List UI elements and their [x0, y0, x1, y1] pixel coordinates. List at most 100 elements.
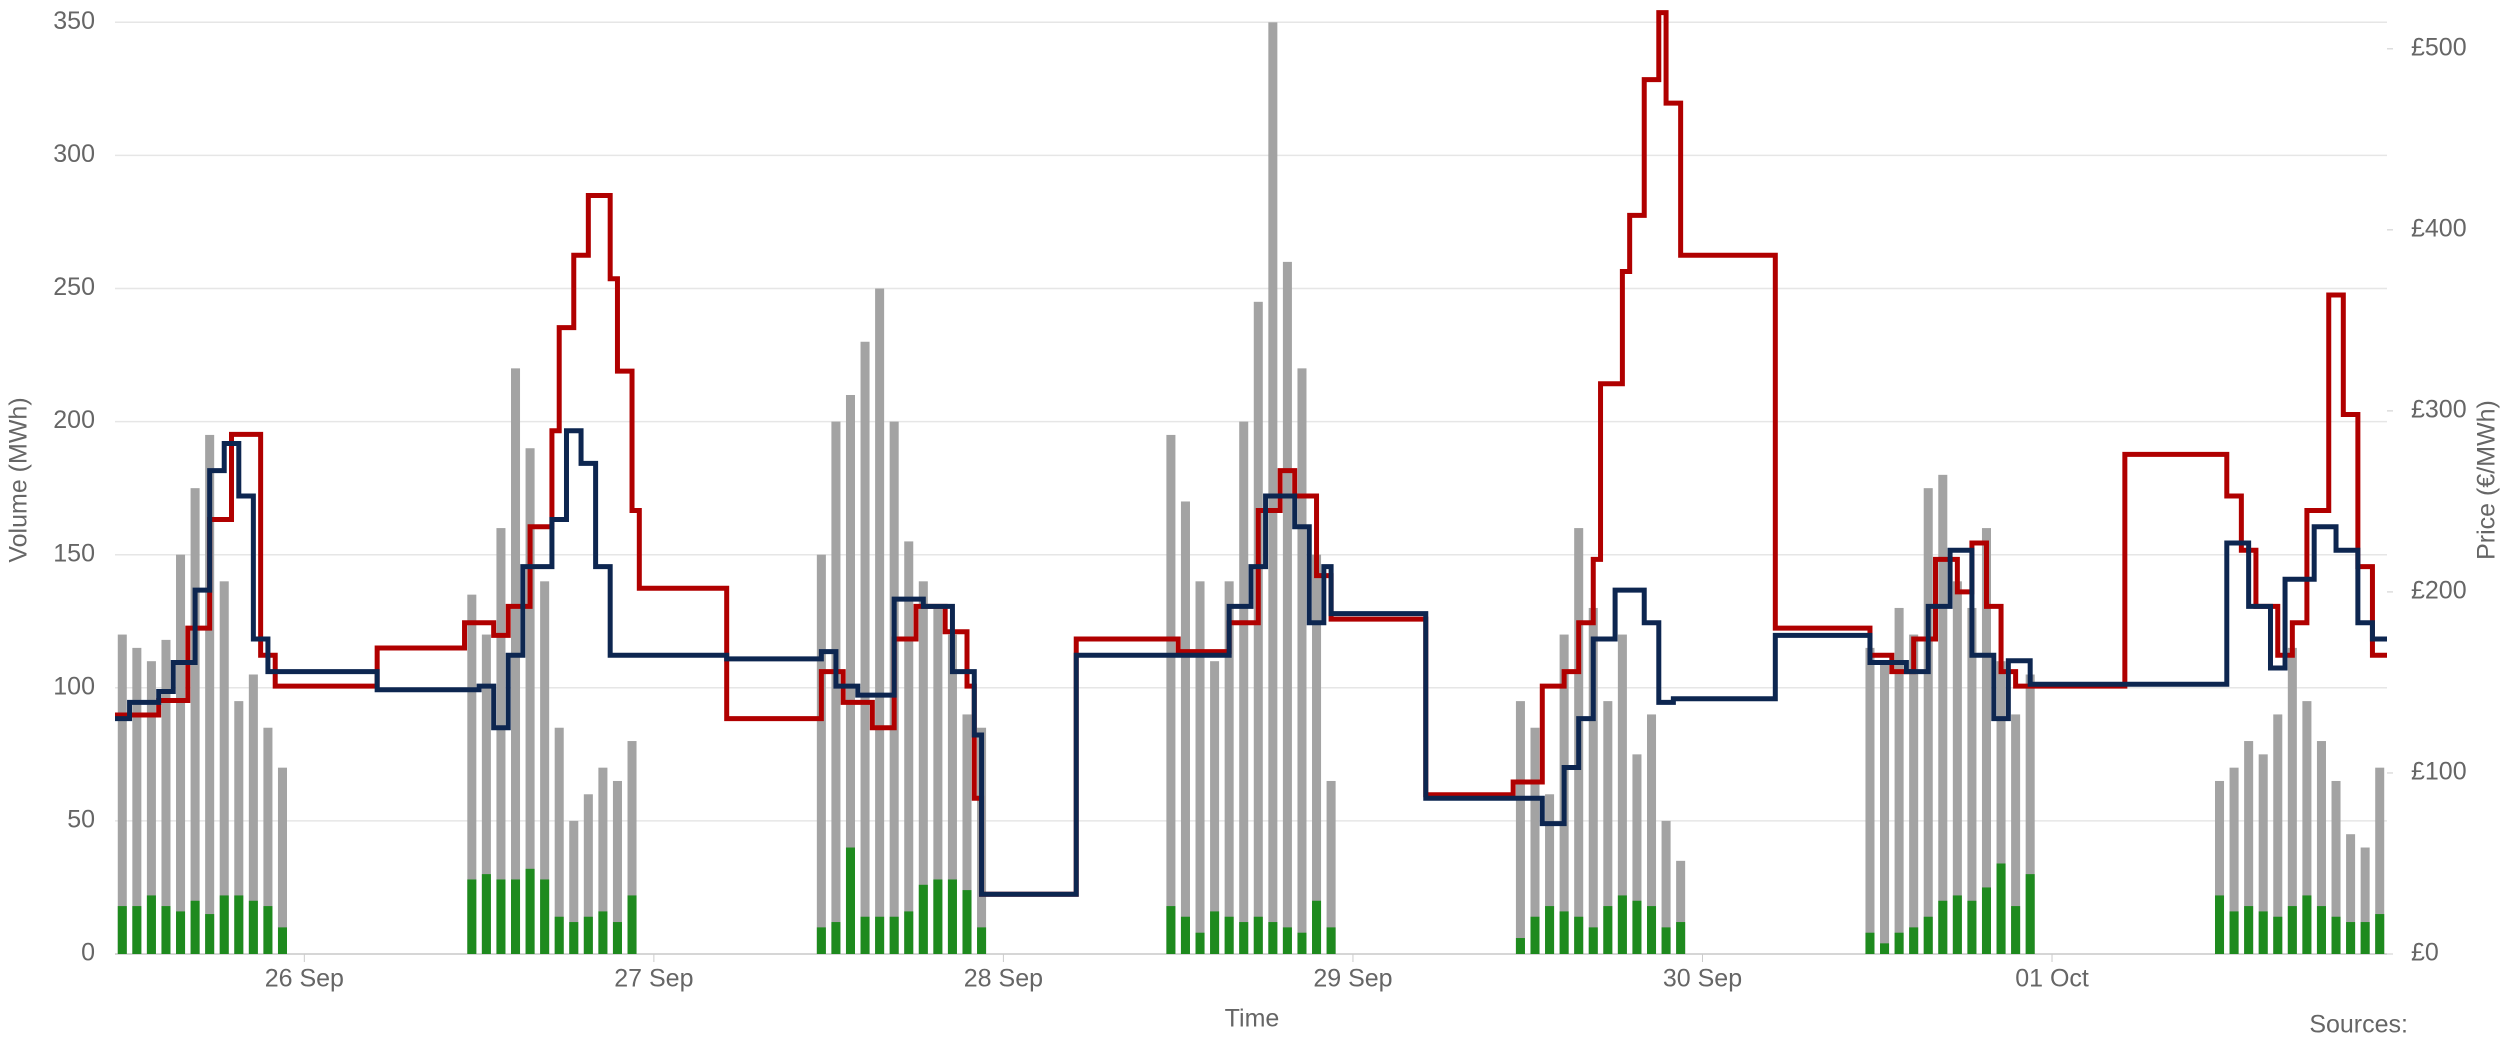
- x-axis-title: Time: [1225, 1005, 1280, 1033]
- bar: [1180, 916, 1190, 954]
- bar: [1180, 501, 1190, 954]
- bar: [176, 911, 186, 954]
- bar: [583, 794, 593, 954]
- bar: [2331, 780, 2341, 954]
- bar: [1545, 794, 1555, 954]
- bar: [1646, 906, 1657, 954]
- bar: [2360, 922, 2370, 954]
- bar: [2229, 767, 2239, 954]
- bar: [1312, 900, 1322, 954]
- bar: [554, 916, 564, 954]
- bar: [933, 607, 943, 954]
- bar: [205, 914, 215, 954]
- bar: [845, 847, 856, 954]
- bar: [1312, 554, 1322, 954]
- bar: [146, 895, 156, 954]
- bar: [2287, 906, 2297, 954]
- bar: [569, 820, 579, 954]
- bar: [2360, 847, 2370, 954]
- y2-tick-label: £200: [2411, 577, 2467, 605]
- bar: [1530, 916, 1540, 954]
- bar: [2316, 741, 2326, 954]
- bar: [1603, 906, 1613, 954]
- bar: [1545, 906, 1555, 954]
- bar: [1967, 607, 1977, 954]
- bar: [816, 554, 826, 954]
- bar: [1646, 714, 1657, 954]
- bar: [1676, 922, 1686, 954]
- bar: [2025, 874, 2035, 954]
- bar: [816, 927, 826, 954]
- bar: [1282, 261, 1292, 954]
- bar: [1603, 701, 1613, 954]
- bar: [1880, 661, 1890, 954]
- y-tick-label: 0: [81, 939, 95, 967]
- bar: [947, 634, 957, 954]
- bar: [496, 528, 506, 954]
- bar: [904, 911, 914, 954]
- bar: [904, 541, 914, 954]
- bar: [918, 884, 928, 954]
- bar: [1661, 820, 1671, 954]
- bar: [1909, 634, 1919, 954]
- bar: [1210, 661, 1220, 954]
- y2-tick-label: £100: [2411, 758, 2467, 786]
- bar: [1952, 895, 1962, 954]
- bar: [2258, 911, 2268, 954]
- x-tick-label: 29 Sep: [1313, 965, 1392, 993]
- bar: [2287, 647, 2297, 954]
- bar: [525, 448, 535, 954]
- bar: [875, 916, 885, 954]
- bar: [1297, 932, 1307, 954]
- bar: [1239, 421, 1249, 955]
- bar: [1166, 906, 1176, 954]
- bar: [2302, 701, 2312, 954]
- bar: [1676, 860, 1686, 954]
- bar: [176, 554, 186, 954]
- bar: [2316, 906, 2326, 954]
- bar: [933, 879, 943, 954]
- bar: [1224, 916, 1234, 954]
- bar: [1574, 916, 1584, 954]
- bar: [1588, 927, 1598, 954]
- y-tick-label: 200: [53, 406, 95, 434]
- bar: [2229, 911, 2239, 954]
- y2-axis-title: Price (€/MWh): [2473, 400, 2501, 560]
- bar: [234, 895, 244, 954]
- bar: [1166, 434, 1176, 954]
- bar: [1588, 607, 1598, 954]
- bar: [1617, 895, 1627, 954]
- bar: [205, 434, 215, 954]
- bar: [190, 900, 200, 954]
- bar: [161, 906, 171, 954]
- y-axis-title: Volume (MWh): [5, 397, 33, 562]
- y2-tick-label: £400: [2411, 214, 2467, 242]
- bar: [1326, 927, 1336, 954]
- y-tick-label: 250: [53, 273, 95, 301]
- y-tick-label: 150: [53, 539, 95, 567]
- bar: [1981, 528, 1992, 954]
- bar: [2011, 714, 2021, 954]
- bar: [2025, 674, 2035, 954]
- bar: [1865, 647, 1875, 954]
- bar: [977, 927, 987, 954]
- y2-tick-label: £300: [2411, 396, 2467, 424]
- bar: [1617, 634, 1627, 954]
- bar: [190, 488, 200, 954]
- x-tick-label: 26 Sep: [265, 965, 344, 993]
- bar: [947, 879, 957, 954]
- bar: [1894, 932, 1904, 954]
- bar: [1268, 922, 1278, 954]
- bar: [161, 639, 171, 954]
- bar: [481, 634, 491, 954]
- bar: [612, 922, 622, 954]
- bar: [467, 879, 477, 954]
- bar: [2214, 780, 2225, 954]
- bar: [1632, 900, 1642, 954]
- bar: [875, 288, 885, 954]
- x-tick-label: 01 Oct: [2015, 965, 2089, 993]
- bar: [918, 581, 928, 954]
- bar: [627, 895, 637, 954]
- bar: [2244, 741, 2254, 954]
